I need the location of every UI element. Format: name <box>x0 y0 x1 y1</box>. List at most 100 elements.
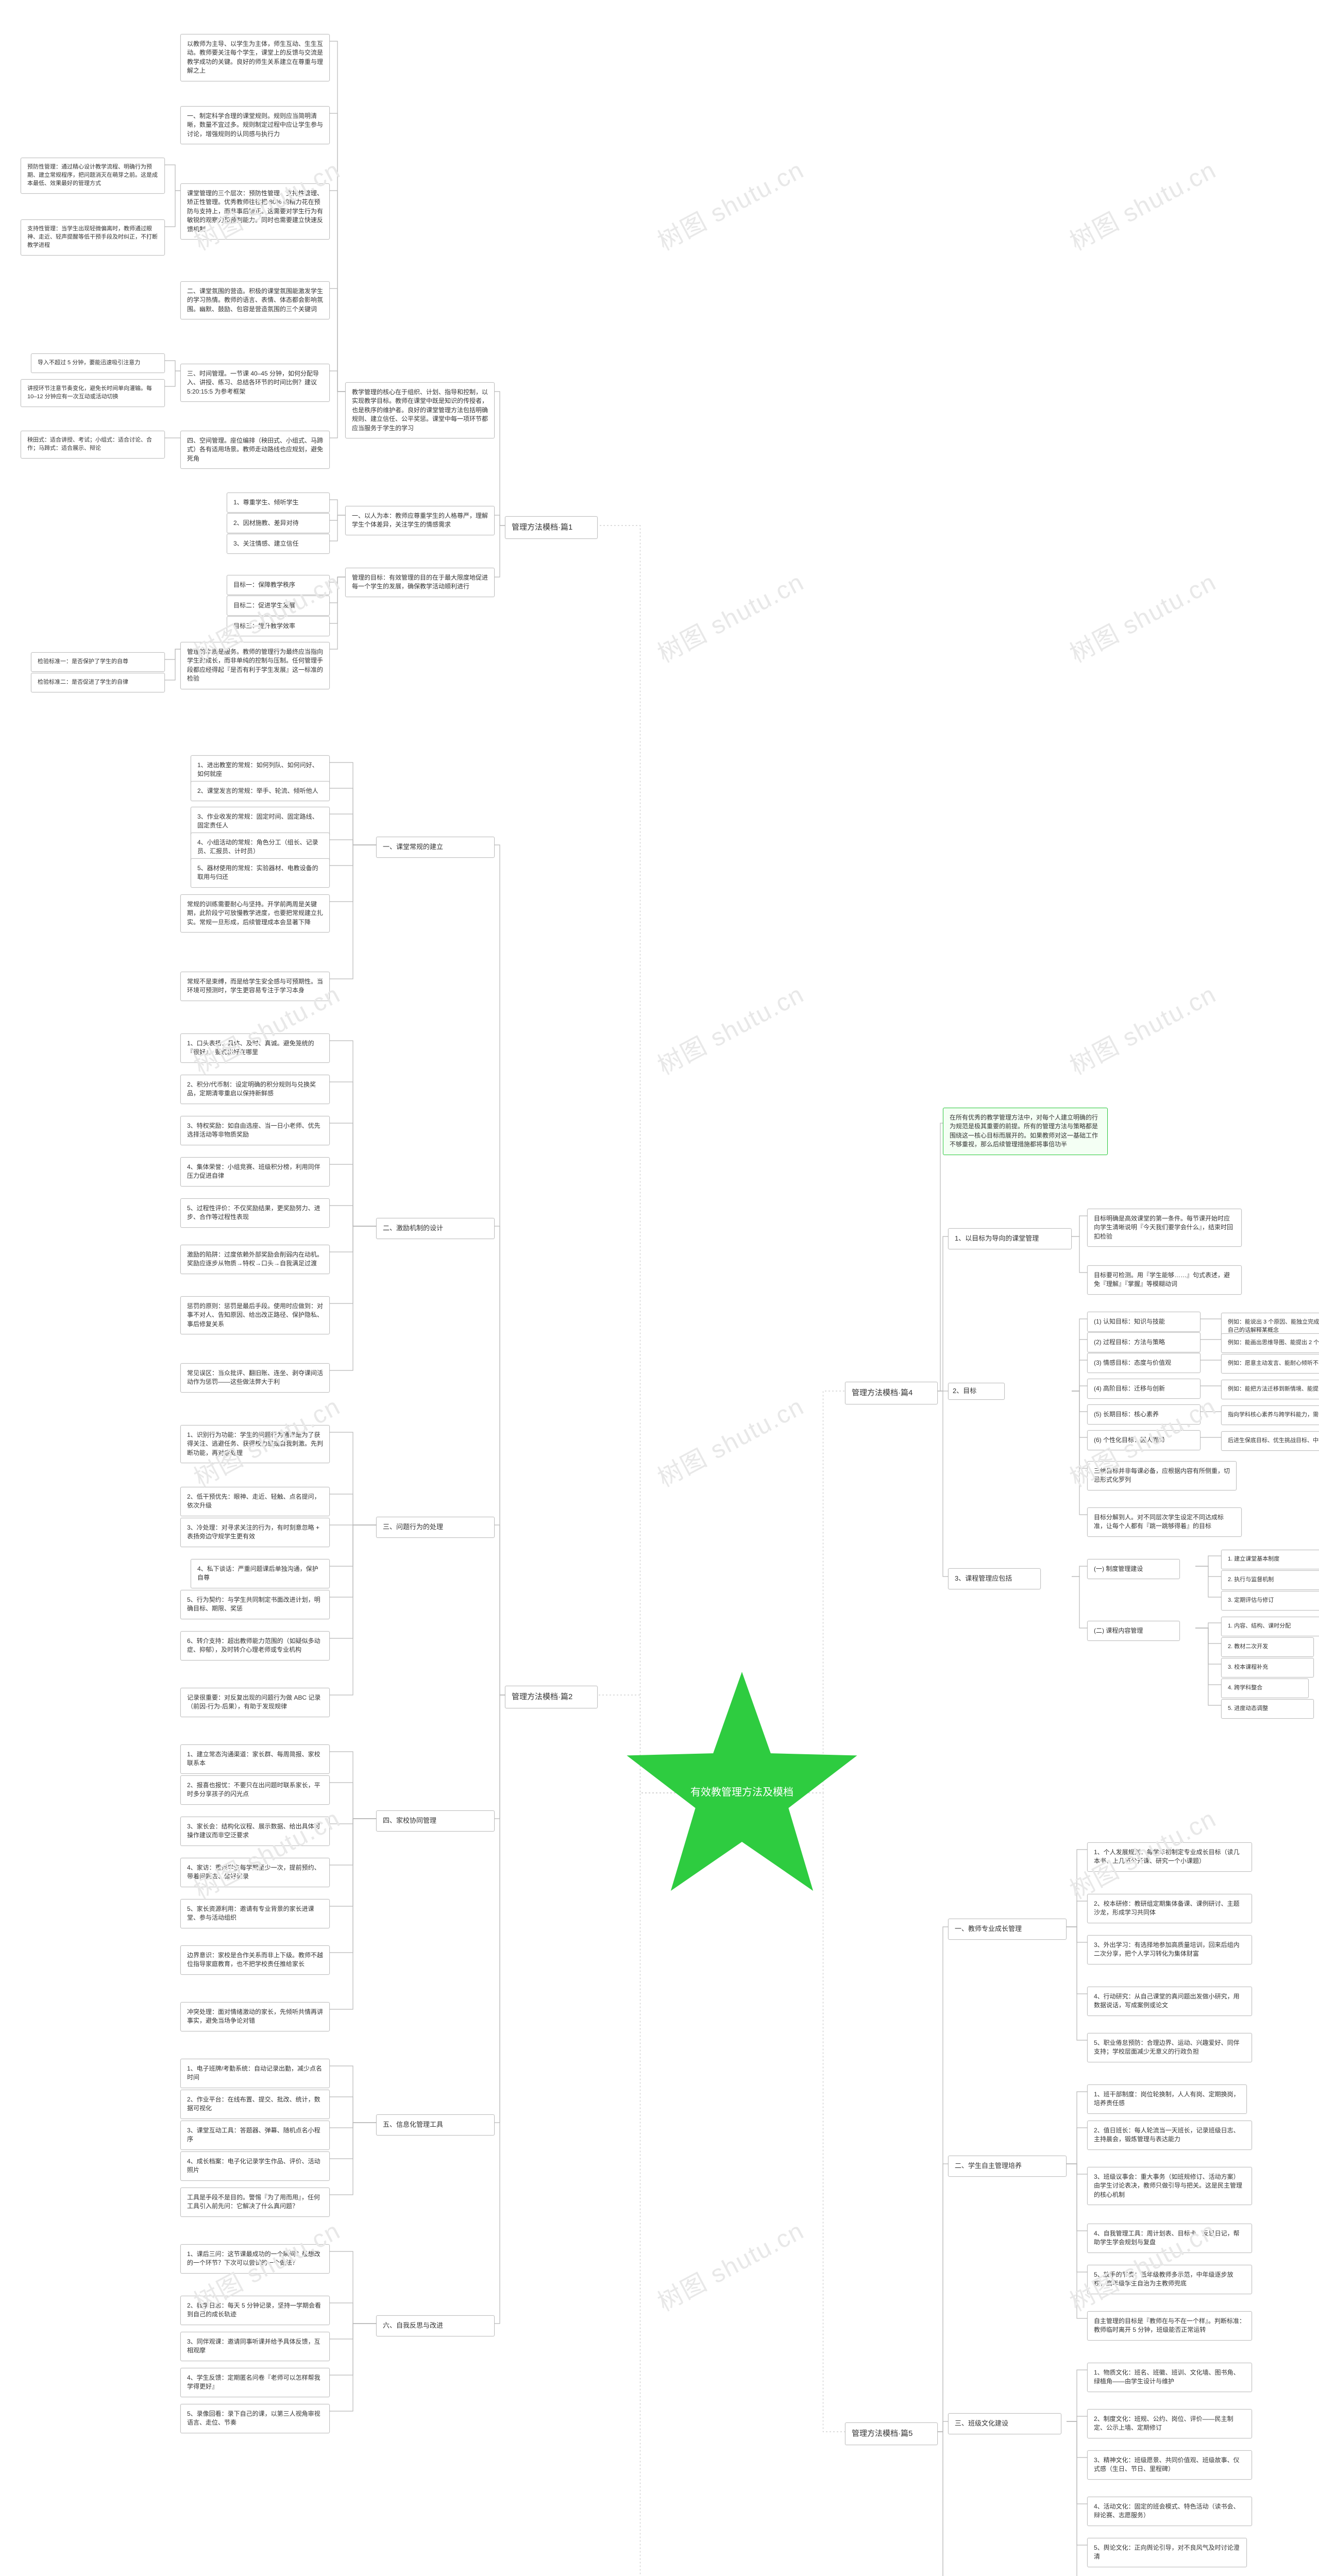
l3-node: 2、课堂发言的常规：举手、轮流、倾听他人 <box>191 781 330 801</box>
l4-node: 后进生保底目标、优生挑战目标、中等生提升目标 <box>1221 1431 1319 1451</box>
watermark: 树图 shutu.cn <box>1062 150 1222 258</box>
l3-node: 3、作业收发的常规：固定时间、固定路线、固定责任人 <box>191 807 330 836</box>
l3-node: (4) 高阶目标：迁移与创新 <box>1087 1379 1200 1399</box>
l3-node: 目标分解到人。对不同层次学生设定不同达成标准，让每个人都有『跳一跳够得着』的目标 <box>1087 1507 1242 1537</box>
l4-node: 讲授环节注意节奏变化，避免长时间单向灌输。每 10–12 分钟应有一次互动或活动… <box>21 379 165 407</box>
l2-node: 二、学生自主管理培养 <box>948 2156 1067 2177</box>
l3-node: 常规不是束缚，而是给学生安全感与可预期性。当环境可预测时，学生更容易专注于学习本… <box>180 972 330 1001</box>
l4-node: 秧田式：适合讲授、考试；小组式：适合讨论、合作；马蹄式：适合展示、辩论 <box>21 431 165 459</box>
l3-node: 3、课堂互动工具：答题器、弹幕、随机点名小程序 <box>180 2121 330 2150</box>
l3-node: (1) 认知目标：知识与技能 <box>1087 1312 1200 1332</box>
l3-node: 2、因材施教、差异对待 <box>227 513 330 533</box>
watermark: 树图 shutu.cn <box>650 2211 809 2318</box>
l3-node: (2) 过程目标：方法与策略 <box>1087 1332 1200 1352</box>
watermark: 树图 shutu.cn <box>1062 974 1222 1082</box>
l2-node: 1、以目标为导向的课堂管理 <box>948 1228 1072 1249</box>
l4-node: 导入不超过 5 分钟，要能迅速吸引注意力 <box>31 353 165 373</box>
l2-node: 教学管理的核心在于组织、计划、指导和控制，以实现教学目标。教师在课堂中既是知识的… <box>345 382 495 438</box>
l3-node: 四、空间管理。座位编排（秧田式、小组式、马蹄式）各有适用场景。教师走动路线也应规… <box>180 431 330 469</box>
l3-node: 1、物质文化：班名、班徽、班训、文化墙、图书角、绿植角——由学生设计与维护 <box>1087 2363 1252 2392</box>
l3-node: 2、低干预优先：眼神、走近、轻触、点名提问，依次升级 <box>180 1487 330 1516</box>
l3-node: 课堂管理的三个层次：预防性管理、支持性管理、矫正性管理。优秀教师往往把 80% … <box>180 183 330 240</box>
l3-node: 5、过程性评价：不仅奖励结果，更奖励努力、进步、合作等过程性表现 <box>180 1198 330 1228</box>
l3-node: 4、自我管理工具：周计划表、目标卡、反思日记，帮助学生学会规划与复盘 <box>1087 2224 1252 2253</box>
l3-node: 目标二：促进学生发展 <box>227 596 330 616</box>
l4-node: 2. 执行与监督机制 <box>1221 1570 1319 1590</box>
l3-node: 常规的训练需要耐心与坚持。开学前两周是关键期，此阶段宁可放慢教学进度，也要把常规… <box>180 894 330 933</box>
l3-node: 2、积分/代币制：设定明确的积分规则与兑换奖品，定期清零重启以保持新鲜感 <box>180 1075 330 1104</box>
l3-node: 1、电子班牌/考勤系统：自动记录出勤，减少点名时间 <box>180 2059 330 2088</box>
l2-node: 3、课程管理应包括 <box>948 1568 1041 1589</box>
l2-node: 二、激励机制的设计 <box>376 1218 495 1239</box>
l3-node: (一) 制度管理建设 <box>1087 1559 1180 1579</box>
l4-node: 3. 校本课程补充 <box>1221 1658 1314 1677</box>
l3-node: (6) 个性化目标：因人而异 <box>1087 1430 1200 1450</box>
watermark: 树图 shutu.cn <box>1062 562 1222 670</box>
l3-node: 1、建立常态沟通渠道：家长群、每周简报、家校联系本 <box>180 1744 330 1774</box>
l3-node: (3) 情感目标：态度与价值观 <box>1087 1353 1200 1373</box>
l2-node: 管理的目标：有效管理的目的在于最大限度地促进每一个学生的发展，确保教学活动顺利进… <box>345 568 495 597</box>
l4-node: 5. 进度动态调整 <box>1221 1699 1314 1719</box>
l4-node: 预防性管理：通过精心设计教学流程、明确行为预期、建立常规程序，把问题消灭在萌芽之… <box>21 158 165 194</box>
l3-node: 2、作业平台：在线布置、提交、批改、统计，数据可视化 <box>180 2090 330 2119</box>
l3-node: 4、私下谈话：严重问题课后单独沟通，保护自尊 <box>191 1559 330 1588</box>
l2-node: 一、课堂常规的建立 <box>376 837 495 858</box>
l2-node: 三、班级文化建设 <box>948 2413 1061 2434</box>
l3-node: 目标一：保障教学秩序 <box>227 575 330 595</box>
l3-node: 5、录像回看：录下自己的课，以第三人视角审视语言、走位、节奏 <box>180 2404 330 2433</box>
l3-node: 6、转介支持：超出教师能力范围的（如疑似多动症、抑郁），及时转介心理老师或专业机… <box>180 1631 330 1660</box>
l3-node: 二、课堂氛围的营造。积极的课堂氛围能激发学生的学习热情。教师的语言、表情、体态都… <box>180 281 330 319</box>
l3-node: 3、精神文化：班级愿景、共同价值观、班级故事、仪式感（生日、节日、里程碑） <box>1087 2450 1252 2480</box>
l2-node: 四、家校协同管理 <box>376 1810 495 1832</box>
l3-node: 3、班级议事会：重大事务（如班规修订、活动方案）由学生讨论表决，教师只做引导与把… <box>1087 2167 1252 2205</box>
l3-node: 4、家访：重点学生每学期至少一次，提前预约、带着问题去、做好记录 <box>180 1858 330 1887</box>
l4-node: 检验标准二：是否促进了学生的自律 <box>31 673 165 692</box>
l3-node: 目标要可检测。用『学生能够……』句式表述，避免『理解』『掌握』等模糊动词 <box>1087 1265 1242 1295</box>
l3-node: 5、职业倦怠预防：合理边界、运动、兴趣爱好、同伴支持；学校层面减少无意义的行政负… <box>1087 2033 1252 2062</box>
l3-node: 三、时间管理。一节课 40–45 分钟，如何分配导入、讲授、练习、总结各环节的时… <box>180 364 330 402</box>
watermark: 树图 shutu.cn <box>650 1386 809 1494</box>
l3-node: 3、关注情感、建立信任 <box>227 534 330 554</box>
l3-node: 4、行动研究：从自己课堂的真问题出发做小研究，用数据说话，写成案例或论文 <box>1087 1987 1252 2016</box>
l3-node: 工具是手段不是目的。警惕『为了用而用』，任何工具引入前先问：它解决了什么真问题？ <box>180 2188 330 2217</box>
l3-node: 激励的陷阱：过度依赖外部奖励会削弱内在动机。奖励应逐步从物质→特权→口头→自我满… <box>180 1245 330 1274</box>
l3-node: 2、制度文化：班规、公约、岗位、评价——民主制定、公示上墙、定期修订 <box>1087 2409 1252 2438</box>
l3-node: 1、个人发展规划：每学年初制定专业成长目标（读几本书、上几节公开课、研究一个小课… <box>1087 1842 1252 1872</box>
l3-node: 3、冷处理：对寻求关注的行为，有时刻意忽略 + 表扬旁边守规学生更有效 <box>180 1518 330 1547</box>
l3-node: 5、舆论文化：正向舆论引导，对不良风气及时讨论澄清 <box>1087 2538 1247 2567</box>
l3-node: 2、校本研修：教研组定期集体备课、课例研讨、主题沙龙，形成学习共同体 <box>1087 1894 1252 1923</box>
l3-node: (二) 课程内容管理 <box>1087 1621 1180 1641</box>
primary-branch: 管理方法模档·篇4 <box>845 1382 938 1404</box>
l2-node: 一、教师专业成长管理 <box>948 1919 1067 1940</box>
l4-node: 4. 跨学科整合 <box>1221 1679 1309 1698</box>
l3-node: 5、器材使用的常规：实验器材、电教设备的取用与归还 <box>191 858 330 888</box>
l3-node: 4、小组活动的常规：角色分工（组长、记录员、汇报员、计时员） <box>191 833 330 862</box>
l2-intro: 在所有优秀的教学管理方法中，对每个人建立明确的行为规范是极其重要的前提。所有的管… <box>943 1108 1108 1155</box>
watermark: 树图 shutu.cn <box>650 150 809 258</box>
l4-node: 3. 定期评估与修订 <box>1221 1591 1319 1611</box>
l3-node: 1、课后三问：这节课最成功的一个瞬间？最想改的一个环节？下次可以尝试的一个做法？ <box>180 2244 330 2274</box>
l3-node: 一、制定科学合理的课堂规则。规则应当简明清晰，数量不宜过多。规则制定过程中应让学… <box>180 106 330 144</box>
l3-node: 2、教学日志：每天 5 分钟记录，坚持一学期会看到自己的成长轨迹 <box>180 2296 330 2325</box>
l3-node: 4、集体荣誉：小组竞赛、班级积分榜，利用同伴压力促进自律 <box>180 1157 330 1187</box>
l3-node: 1、班干部制度：岗位轮换制，人人有岗、定期换岗，培养责任感 <box>1087 2084 1247 2114</box>
l3-node: 3、特权奖励：如自由选座、当一日小老师、优先选择活动等非物质奖励 <box>180 1116 330 1145</box>
l4-node: 例如：能画出思维导图、能提出 2 个有质量的问题 <box>1221 1333 1319 1353</box>
primary-branch: 管理方法模档·篇1 <box>505 516 598 539</box>
l3-node: 2、报喜也报忧：不要只在出问题时联系家长，平时多分享孩子的闪光点 <box>180 1775 330 1805</box>
l3-node: (5) 长期目标：核心素养 <box>1087 1404 1200 1425</box>
l4-node: 例如：愿意主动发言、能耐心倾听不同意见 <box>1221 1354 1319 1374</box>
l2-node: 一、以人为本：教师应尊重学生的人格尊严，理解学生个体差异，关注学生的情感需求 <box>345 506 495 535</box>
l3-node: 1、口头表扬：具体、及时、真诚。避免笼统的『很好』，要说出好在哪里 <box>180 1033 330 1063</box>
l4-node: 2. 教材二次开发 <box>1221 1637 1314 1657</box>
root-title: 有效教管理方法及模档 <box>680 1784 804 1799</box>
l3-node: 3、同伴观课：邀请同事听课并给予具体反馈，互相观摩 <box>180 2332 330 2361</box>
l4-node: 1. 内容、结构、课时分配 <box>1221 1617 1319 1636</box>
l3-node: 1、识别行为功能：学生的问题行为通常是为了获得关注、逃避任务、获得权力感或自我刺… <box>180 1425 330 1463</box>
watermark: 树图 shutu.cn <box>187 1799 346 1906</box>
l3-node: 3、外出学习：有选择地参加高质量培训，回来后组内二次分享，把个人学习转化为集体财… <box>1087 1935 1252 1964</box>
primary-branch: 管理方法模档·篇2 <box>505 1686 598 1708</box>
l3-node: 2、值日班长：每人轮流当一天班长，记录班级日志、主持晨会，锻炼管理与表达能力 <box>1087 2121 1252 2150</box>
l3-node: 目标三：提升教学效率 <box>227 616 330 636</box>
watermark: 树图 shutu.cn <box>650 974 809 1082</box>
